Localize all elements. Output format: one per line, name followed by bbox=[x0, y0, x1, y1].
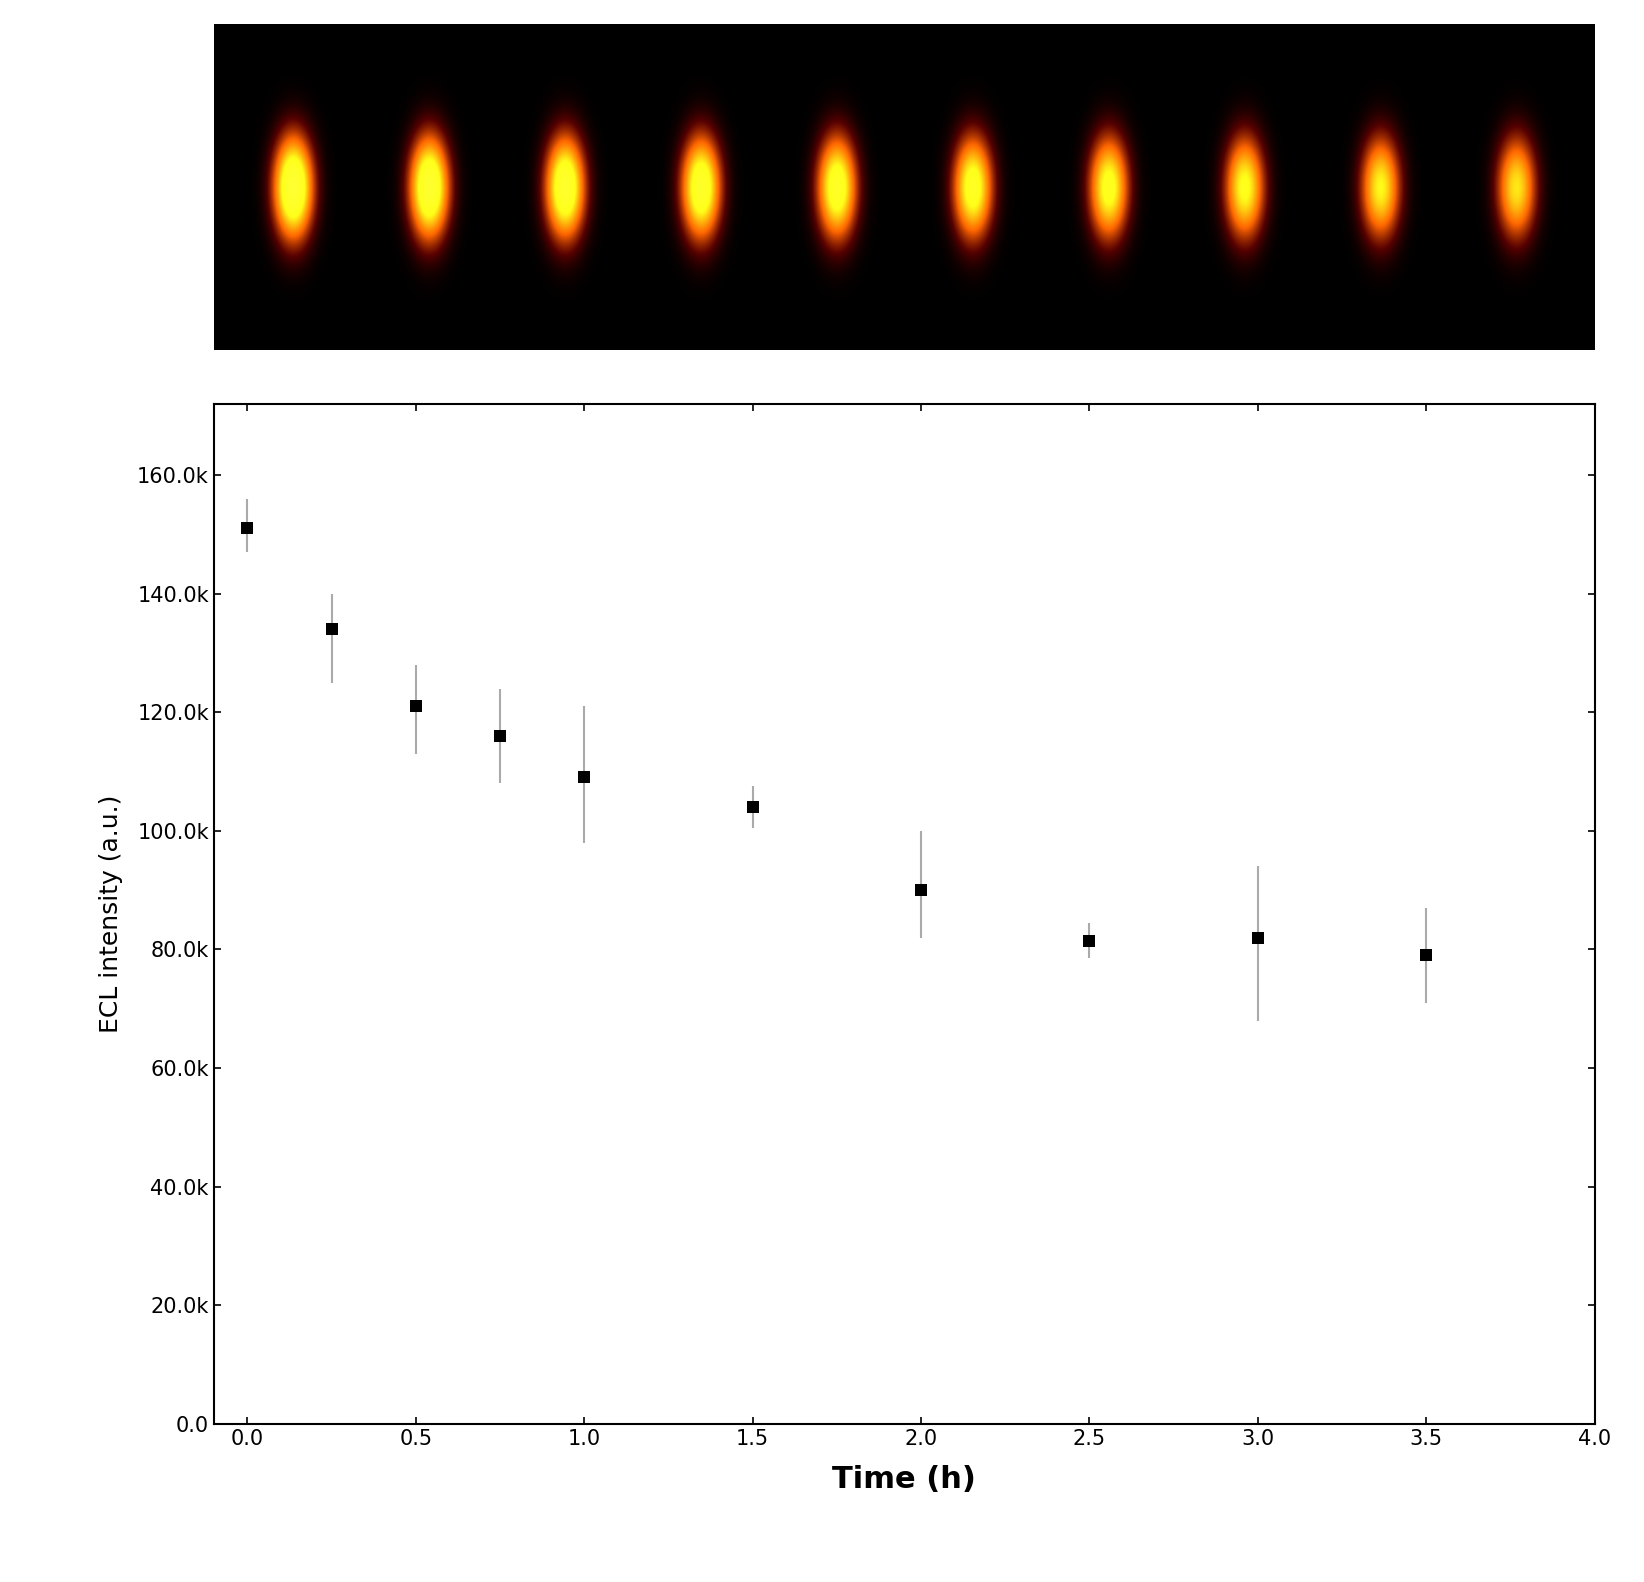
Y-axis label: ECL intensity (a.u.): ECL intensity (a.u.) bbox=[99, 794, 123, 1033]
X-axis label: Time (h): Time (h) bbox=[832, 1465, 977, 1495]
